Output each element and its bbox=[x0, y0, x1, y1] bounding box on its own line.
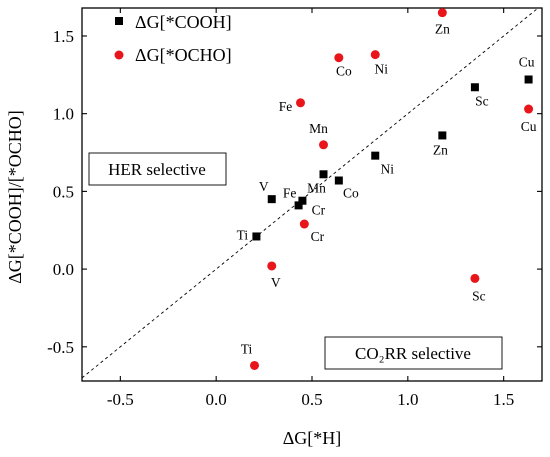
legend-label-cooh: ΔG[*COOH] bbox=[135, 12, 232, 32]
ocho-point-mn bbox=[319, 140, 328, 150]
cooh-point-cr bbox=[298, 196, 307, 205]
co2rr-selective-box: CO₂RR selective bbox=[324, 336, 503, 370]
axis-ticks: -0.5 0.0 0.5 1.0 1.5 -0.5 0.0 0.5 1.0 1.5 bbox=[47, 8, 542, 409]
legend-label-ocho: ΔG[*OCHO] bbox=[135, 45, 232, 65]
ocho-point-sc bbox=[470, 273, 480, 283]
cooh-label-co: Co bbox=[343, 186, 359, 201]
cooh-label-sc: Sc bbox=[475, 93, 489, 108]
cooh-point-cu bbox=[524, 75, 533, 84]
point-annotations: Ti V Cr Fe Mn Co Ni Zn Sc Cu Ti V Cr Fe Mn Co Ni Zn Sc Cu bbox=[237, 22, 537, 357]
ocho-label-ni: Ni bbox=[375, 62, 389, 77]
ocho-label-ti: Ti bbox=[241, 341, 253, 356]
x-tick-label: 1.0 bbox=[397, 390, 418, 409]
ocho-label-cu: Cu bbox=[521, 119, 537, 134]
cooh-label-cu: Cu bbox=[519, 54, 535, 69]
legend-marker-cooh bbox=[115, 17, 123, 25]
diagonal-reference-line bbox=[81, 7, 539, 379]
y-tick-label: 0.0 bbox=[53, 260, 74, 279]
cooh-point-ti bbox=[252, 232, 261, 241]
cooh-label-fe: Fe bbox=[283, 185, 297, 200]
cooh-point-ni bbox=[371, 151, 380, 160]
y-tick-label: 1.0 bbox=[53, 105, 74, 124]
cooh-point-sc bbox=[470, 83, 479, 92]
her-selective-label: HER selective bbox=[108, 160, 206, 179]
ocho-label-fe: Fe bbox=[279, 99, 293, 114]
cooh-point-co bbox=[334, 176, 343, 185]
ocho-label-co: Co bbox=[336, 64, 352, 79]
ocho-label-v: V bbox=[271, 275, 281, 290]
legend-marker-ocho bbox=[114, 50, 124, 60]
ocho-point-ni bbox=[370, 50, 380, 60]
cooh-point-mn bbox=[319, 170, 328, 179]
legend: ΔG[*COOH] ΔG[*OCHO] bbox=[114, 12, 232, 65]
ocho-point-cr bbox=[299, 219, 309, 229]
ocho-label-mn: Mn bbox=[309, 121, 328, 136]
cooh-point-fe bbox=[294, 201, 303, 210]
cooh-point-zn bbox=[438, 131, 447, 140]
ocho-point-co bbox=[334, 53, 344, 63]
cooh-label-ti: Ti bbox=[237, 227, 249, 242]
ocho-point-zn bbox=[437, 8, 447, 18]
ocho-point-fe bbox=[296, 98, 305, 108]
y-axis-title: ΔG[*COOH]/[*OCHO] bbox=[5, 110, 25, 284]
cooh-label-cr: Cr bbox=[312, 203, 326, 218]
co2rr-selective-frame bbox=[324, 336, 503, 370]
data-points bbox=[250, 8, 534, 370]
x-tick-label: 0.5 bbox=[301, 390, 322, 409]
y-tick-label: -0.5 bbox=[47, 338, 74, 357]
x-axis-title: ΔG[*H] bbox=[283, 428, 342, 448]
x-tick-label: 0.0 bbox=[206, 390, 227, 409]
cooh-label-v: V bbox=[259, 179, 269, 194]
her-selective-frame bbox=[88, 152, 227, 186]
ocho-label-zn: Zn bbox=[435, 22, 450, 37]
cooh-label-zn: Zn bbox=[433, 142, 448, 157]
x-tick-label: 1.5 bbox=[493, 390, 514, 409]
cooh-label-ni: Ni bbox=[381, 162, 395, 177]
cooh-point-v bbox=[267, 195, 276, 204]
cooh-label-mn: Mn bbox=[307, 180, 326, 195]
y-tick-label: 1.5 bbox=[53, 27, 74, 46]
ocho-point-v bbox=[267, 261, 277, 271]
ocho-point-ti bbox=[250, 360, 259, 370]
ocho-label-sc: Sc bbox=[472, 288, 486, 303]
ocho-point-cu bbox=[524, 104, 534, 114]
her-selective-box: HER selective bbox=[88, 152, 227, 186]
ocho-label-cr: Cr bbox=[311, 229, 325, 244]
co2rr-selective-label: CO₂RR selective bbox=[355, 344, 471, 363]
x-tick-label: -0.5 bbox=[107, 390, 134, 409]
y-tick-label: 0.5 bbox=[53, 182, 74, 201]
